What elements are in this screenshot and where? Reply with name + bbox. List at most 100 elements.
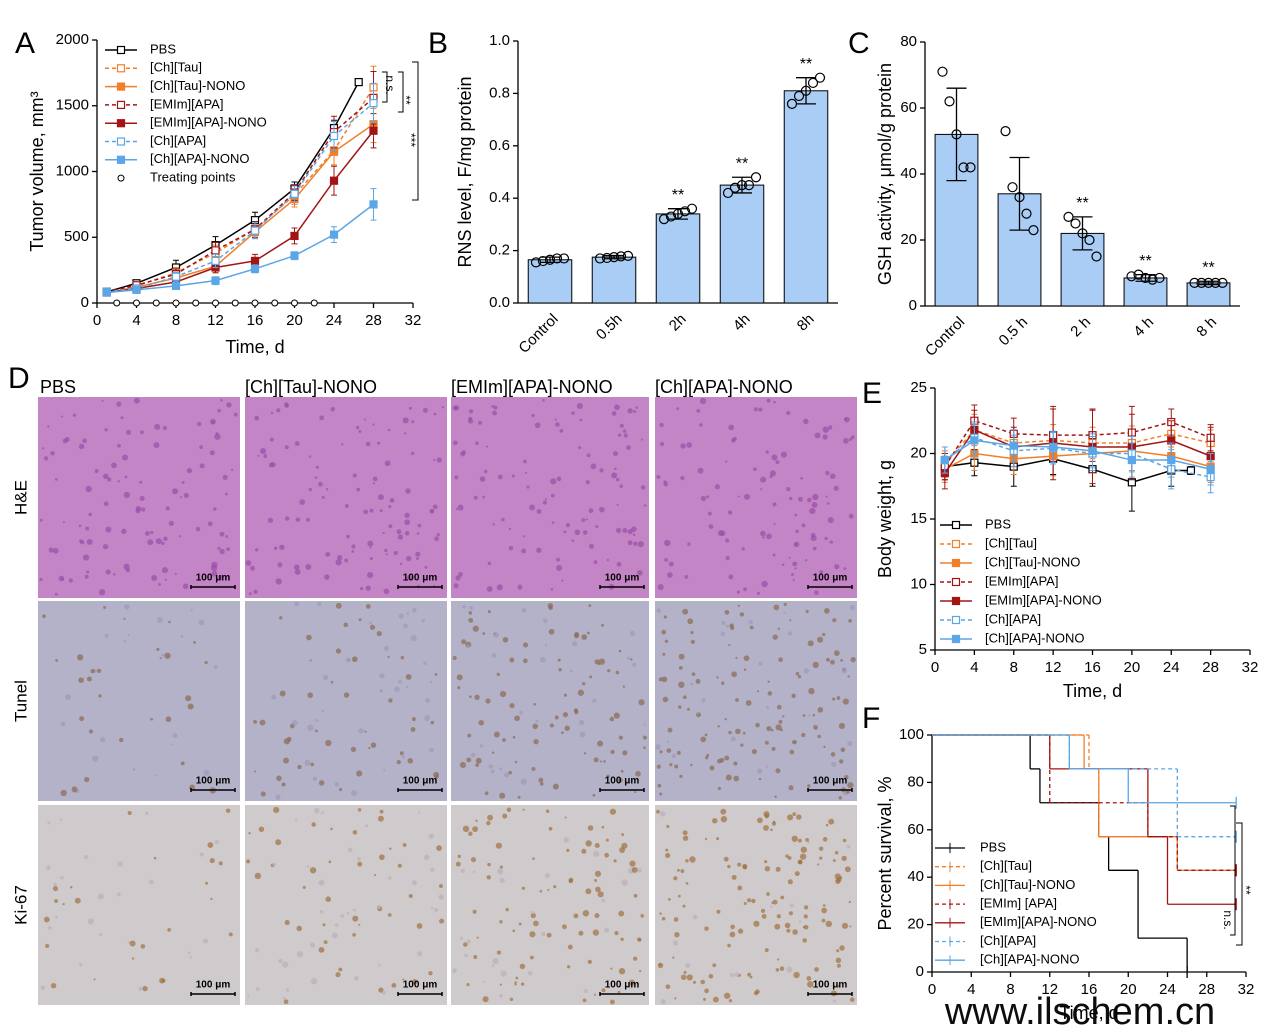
cell-texture: [325, 487, 329, 491]
cell-texture: [571, 411, 575, 415]
cell-texture: [659, 792, 663, 796]
cell-texture: [334, 782, 339, 787]
cell-texture: [168, 620, 171, 624]
cell-texture: [294, 601, 299, 607]
cell-texture: [615, 477, 620, 482]
cell-texture: [306, 517, 310, 522]
data-point: [1014, 192, 1025, 203]
cell-texture: [741, 547, 745, 551]
cell-texture: [604, 927, 610, 933]
cell-texture: [699, 423, 703, 427]
cell-texture: [756, 591, 760, 595]
cell-texture: [533, 703, 537, 706]
cell-texture: [728, 730, 732, 735]
cell-texture: [659, 811, 666, 817]
cell-texture: [832, 999, 836, 1003]
cell-texture: [618, 735, 623, 740]
cell-texture: [737, 604, 740, 607]
x-tick-label: 8h: [794, 311, 818, 335]
cell-texture: [246, 859, 251, 864]
cell-texture: [561, 579, 564, 582]
cell-texture: [125, 567, 131, 573]
cell-texture: [725, 624, 729, 628]
cell-texture: [377, 815, 384, 822]
cell-texture: [760, 908, 766, 913]
cell-texture: [364, 418, 367, 421]
cell-texture: [140, 944, 146, 949]
cell-texture: [78, 524, 82, 528]
cell-texture: [526, 485, 530, 489]
cell-texture: [548, 826, 553, 831]
marker: [290, 189, 299, 198]
cell-texture: [170, 743, 173, 746]
cell-texture: [254, 415, 260, 421]
cell-texture: [736, 590, 741, 594]
cell-texture: [766, 892, 770, 896]
marker: [1127, 455, 1136, 465]
cell-texture: [127, 941, 130, 944]
scale-bar: [397, 992, 443, 996]
cell-texture: [278, 958, 283, 964]
cell-texture: [680, 476, 685, 481]
cell-texture: [325, 739, 332, 747]
cell-texture: [399, 562, 403, 566]
cell-texture: [535, 719, 539, 723]
cell-texture: [352, 915, 359, 922]
cell-texture: [218, 861, 223, 866]
cell-texture: [622, 429, 627, 433]
cell-texture: [382, 531, 385, 535]
cell-texture: [482, 980, 485, 983]
cell-texture: [637, 868, 642, 873]
cell-texture: [806, 976, 812, 981]
cell-texture: [541, 931, 546, 937]
scale-bar-label: 100 μm: [403, 573, 438, 584]
cell-texture: [416, 532, 420, 535]
cell-texture: [275, 839, 282, 846]
cell-texture: [679, 774, 683, 779]
cell-texture: [581, 848, 587, 854]
cell-texture: [161, 653, 165, 657]
cell-texture: [493, 631, 499, 638]
cell-texture: [764, 948, 769, 953]
cell-texture: [356, 770, 363, 777]
y-axis-label: Percent survival, %: [875, 776, 895, 930]
legend-marker: [116, 100, 126, 110]
cell-texture: [45, 943, 50, 948]
cell-texture: [724, 609, 730, 615]
cell-texture: [761, 914, 767, 919]
cell-texture: [770, 828, 773, 832]
cell-texture: [683, 970, 687, 974]
cell-texture: [71, 786, 78, 793]
cell-texture: [357, 857, 361, 861]
cell-texture: [742, 731, 746, 735]
cell-texture: [475, 763, 480, 767]
cell-texture: [579, 731, 586, 738]
cell-texture: [255, 986, 260, 991]
cell-texture: [500, 970, 507, 977]
cell-texture: [587, 631, 590, 635]
panel-label: E: [862, 377, 882, 410]
cell-texture: [479, 476, 486, 482]
cell-texture: [460, 868, 465, 874]
cell-texture: [775, 866, 781, 872]
cell-texture: [529, 955, 534, 960]
cell-texture: [99, 933, 103, 937]
cell-texture: [408, 406, 412, 410]
legend-marker: [116, 155, 126, 164]
cell-texture: [757, 768, 763, 774]
cell-texture: [351, 656, 358, 663]
x-tick-label: 4: [967, 981, 975, 998]
cell-texture: [792, 579, 795, 582]
y-tick-label: 500: [64, 228, 89, 245]
cell-texture: [635, 770, 641, 777]
x-tick-label: 28: [1202, 659, 1219, 676]
cell-texture: [740, 743, 744, 747]
legend-marker: [951, 558, 961, 568]
cell-texture: [365, 604, 371, 609]
micrograph: [655, 601, 857, 801]
data-point: [551, 253, 563, 264]
cell-texture: [787, 814, 794, 821]
data-point: [558, 253, 570, 264]
cell-texture: [643, 746, 646, 750]
cell-texture: [105, 569, 111, 575]
